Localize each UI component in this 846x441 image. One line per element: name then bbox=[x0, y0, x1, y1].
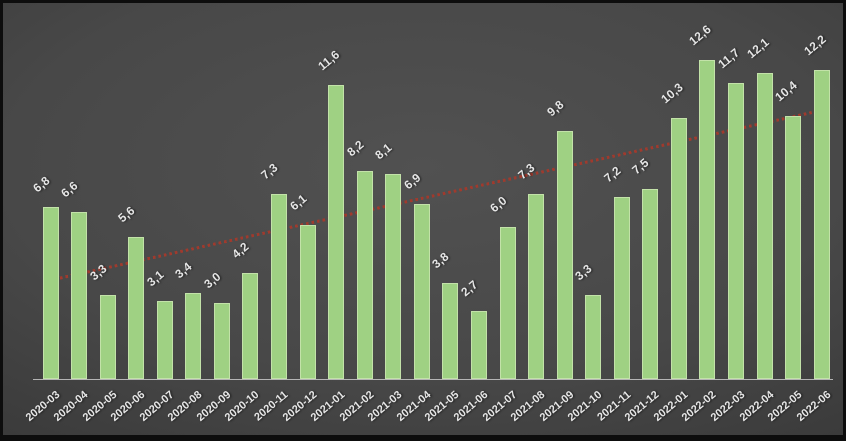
bar-value-label: 3,8 bbox=[429, 249, 452, 272]
bar-value-label: 7,5 bbox=[629, 155, 652, 178]
bar bbox=[756, 72, 773, 379]
bar-value-label: 6,9 bbox=[401, 170, 424, 193]
bar bbox=[156, 300, 173, 379]
bar bbox=[71, 211, 88, 379]
bar bbox=[585, 295, 602, 379]
bar bbox=[613, 196, 630, 379]
bar bbox=[556, 130, 573, 379]
bar-chart: 6,8 2020-03 6,6 2020-04 3,3 2020-05 5,6 2020-06… bbox=[3, 3, 843, 435]
bar bbox=[785, 115, 802, 379]
bar-value-label: 12,2 bbox=[801, 32, 829, 59]
bar-value-label: 3,1 bbox=[144, 266, 167, 289]
bar-value-label: 11,6 bbox=[315, 47, 343, 74]
bar bbox=[42, 206, 59, 379]
bar-value-label: 6,1 bbox=[286, 190, 310, 213]
bar bbox=[670, 118, 687, 379]
bar-value-label: 3,0 bbox=[201, 269, 224, 292]
bar bbox=[299, 224, 316, 379]
bar bbox=[642, 189, 659, 379]
bar bbox=[213, 303, 230, 379]
bar-value-label: 3,3 bbox=[572, 261, 595, 284]
bar bbox=[128, 237, 145, 379]
bar-value-label: 12,1 bbox=[743, 34, 772, 61]
bar-value-label: 11,7 bbox=[715, 45, 743, 71]
bar-value-label: 2,7 bbox=[458, 277, 481, 299]
bar bbox=[99, 295, 116, 379]
bar-value-label: 3,4 bbox=[172, 259, 195, 282]
bar-value-label: 12,6 bbox=[686, 21, 715, 49]
bar bbox=[356, 171, 373, 379]
bar-value-label: 4,2 bbox=[229, 239, 253, 261]
bar bbox=[699, 59, 716, 379]
bar bbox=[470, 310, 487, 379]
bar bbox=[328, 85, 345, 379]
bar-value-label: 7,3 bbox=[515, 160, 538, 183]
bar bbox=[442, 282, 459, 379]
bar-value-label: 7,3 bbox=[258, 160, 281, 183]
bar-value-label: 10,4 bbox=[772, 77, 800, 104]
bar-value-label: 10,3 bbox=[658, 80, 686, 107]
bar-value-label: 7,2 bbox=[601, 163, 624, 185]
bar bbox=[499, 227, 516, 379]
bar-value-label: 9,8 bbox=[543, 97, 567, 120]
bar-value-label: 6,0 bbox=[486, 193, 510, 216]
bar bbox=[728, 82, 744, 379]
bar-value-label: 3,3 bbox=[86, 261, 110, 284]
bar bbox=[813, 70, 830, 379]
bar-value-label: 6,8 bbox=[29, 173, 53, 196]
bar-value-label: 8,2 bbox=[344, 137, 367, 160]
x-axis-line bbox=[33, 379, 833, 380]
bar bbox=[528, 194, 545, 379]
bar-value-label: 6,6 bbox=[58, 178, 81, 201]
bar bbox=[385, 173, 402, 379]
bar bbox=[413, 204, 430, 379]
bar-value-label: 5,6 bbox=[115, 203, 138, 226]
bar bbox=[271, 194, 287, 379]
bar bbox=[185, 292, 202, 379]
bar-value-label: 8,1 bbox=[372, 140, 395, 163]
bar bbox=[242, 272, 259, 379]
